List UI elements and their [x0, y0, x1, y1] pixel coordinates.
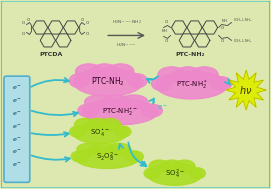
Ellipse shape — [75, 119, 95, 130]
Ellipse shape — [69, 74, 89, 88]
Ellipse shape — [144, 168, 159, 179]
Ellipse shape — [162, 160, 182, 172]
Ellipse shape — [78, 104, 99, 117]
Text: $\mathrm{PTC\text{-}NH_2}$: $\mathrm{PTC\text{-}NH_2}$ — [91, 76, 125, 88]
Text: $e^-$: $e^-$ — [12, 123, 22, 131]
Text: $\mathrm{SO_4^{2-}}$: $\mathrm{SO_4^{2-}}$ — [165, 168, 185, 181]
Text: $\mathrm{(CH_2)_2NH_2}$: $\mathrm{(CH_2)_2NH_2}$ — [233, 17, 252, 24]
Text: $e^-$: $e^-$ — [12, 110, 22, 118]
Text: NH: NH — [162, 29, 167, 33]
Text: O: O — [27, 18, 30, 22]
Text: O: O — [22, 21, 25, 25]
Text: O: O — [86, 33, 89, 36]
Ellipse shape — [141, 104, 162, 117]
Ellipse shape — [151, 77, 172, 91]
Ellipse shape — [76, 64, 102, 79]
Ellipse shape — [100, 119, 121, 130]
Ellipse shape — [212, 77, 232, 91]
Ellipse shape — [119, 95, 148, 109]
Ellipse shape — [158, 67, 185, 82]
Text: $\mathrm{S_2O_8^{2-}}$: $\mathrm{S_2O_8^{2-}}$ — [96, 151, 119, 164]
Text: O: O — [221, 39, 224, 43]
Ellipse shape — [75, 147, 140, 168]
Ellipse shape — [87, 119, 108, 130]
Text: $\mathrm{(CH_2)_2NH_2}$: $\mathrm{(CH_2)_2NH_2}$ — [233, 38, 252, 45]
Text: $\mathregular{H_2N}$~~~$\mathregular{NH_2}$: $\mathregular{H_2N}$~~~$\mathregular{NH_… — [112, 19, 142, 26]
Ellipse shape — [92, 64, 118, 79]
Ellipse shape — [156, 71, 227, 99]
Text: O: O — [165, 19, 168, 24]
Ellipse shape — [73, 68, 143, 96]
Ellipse shape — [147, 163, 202, 185]
Ellipse shape — [174, 160, 195, 172]
Text: $e^-$: $e^-$ — [12, 136, 22, 144]
Ellipse shape — [82, 99, 158, 125]
Ellipse shape — [107, 143, 131, 155]
Polygon shape — [226, 70, 266, 110]
Ellipse shape — [85, 95, 113, 109]
Text: NH: NH — [222, 19, 227, 22]
Ellipse shape — [149, 160, 170, 172]
FancyBboxPatch shape — [4, 76, 30, 182]
Text: O: O — [81, 18, 84, 22]
Ellipse shape — [102, 95, 131, 109]
Ellipse shape — [128, 74, 147, 88]
Ellipse shape — [73, 122, 128, 144]
Ellipse shape — [190, 168, 205, 179]
Text: PTCDA: PTCDA — [39, 52, 62, 57]
Ellipse shape — [115, 126, 131, 137]
Text: $h\nu$: $h\nu$ — [240, 84, 253, 96]
Ellipse shape — [191, 67, 218, 82]
Ellipse shape — [77, 143, 101, 155]
Text: $e^-$: $e^-$ — [12, 162, 22, 169]
Text: $\mathrm{SO_4^{\bullet -}}$: $\mathrm{SO_4^{\bullet -}}$ — [91, 127, 110, 139]
Text: $e^-$: $e^-$ — [12, 149, 22, 156]
Ellipse shape — [71, 151, 89, 162]
Ellipse shape — [108, 64, 134, 79]
Text: $\mathregular{H_2N}$~~~: $\mathregular{H_2N}$~~~ — [117, 42, 138, 49]
Ellipse shape — [125, 151, 143, 162]
Ellipse shape — [175, 67, 202, 82]
Text: O: O — [221, 26, 224, 30]
Text: O: O — [165, 39, 168, 43]
Text: $\mathrm{PTC\text{-}NH_2^*}$: $\mathrm{PTC\text{-}NH_2^*}$ — [176, 78, 208, 92]
Text: O: O — [22, 33, 25, 36]
Text: $e^-$: $e^-$ — [12, 84, 22, 92]
Text: $e^-$: $e^-$ — [157, 103, 168, 112]
Ellipse shape — [92, 143, 116, 155]
Text: $\mathrm{PTC\text{-}NH_2^{\bullet -}}$: $\mathrm{PTC\text{-}NH_2^{\bullet -}}$ — [102, 106, 138, 118]
Text: O: O — [86, 21, 89, 25]
Text: $e^-$: $e^-$ — [12, 97, 22, 105]
Ellipse shape — [70, 126, 85, 137]
Text: PTC-NH₂: PTC-NH₂ — [175, 52, 204, 57]
